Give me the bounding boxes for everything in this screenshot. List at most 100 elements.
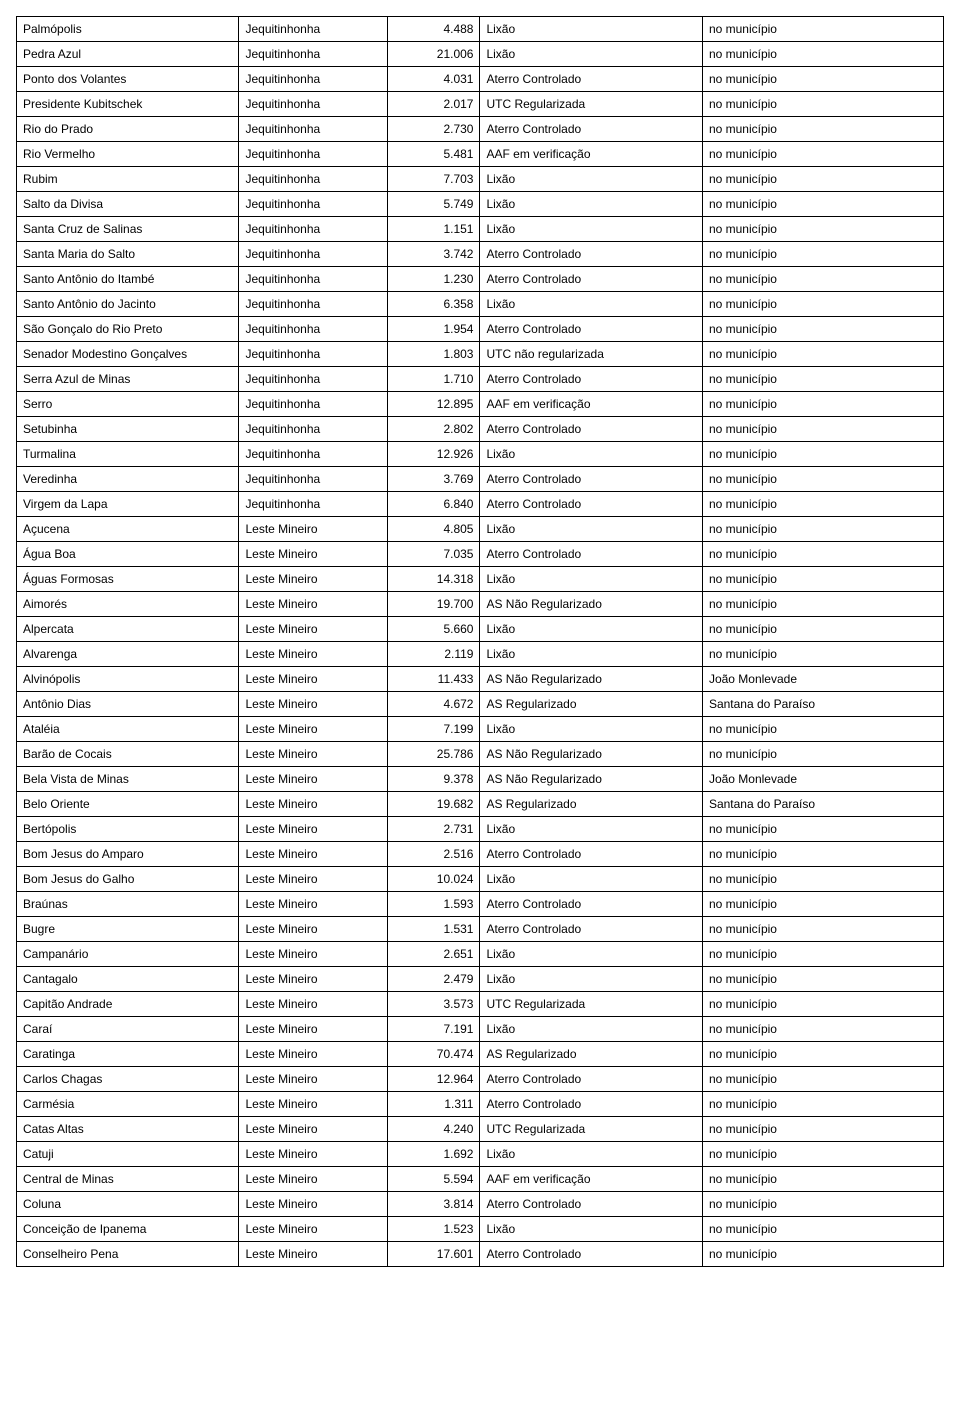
table-cell: Lixão	[480, 17, 702, 42]
table-cell: AS Não Regularizado	[480, 592, 702, 617]
table-cell: Jequitinhonha	[239, 67, 387, 92]
table-cell: no município	[702, 242, 943, 267]
table-cell: 9.378	[387, 767, 480, 792]
table-cell: 7.703	[387, 167, 480, 192]
table-cell: Lixão	[480, 717, 702, 742]
table-cell: Santa Maria do Salto	[17, 242, 239, 267]
table-cell: 19.700	[387, 592, 480, 617]
table-cell: 2.017	[387, 92, 480, 117]
table-cell: Aterro Controlado	[480, 242, 702, 267]
table-cell: Leste Mineiro	[239, 692, 387, 717]
table-row: Barão de CocaisLeste Mineiro25.786AS Não…	[17, 742, 944, 767]
table-cell: 5.594	[387, 1167, 480, 1192]
table-cell: no município	[702, 617, 943, 642]
table-cell: Bela Vista de Minas	[17, 767, 239, 792]
table-cell: 1.593	[387, 892, 480, 917]
table-cell: Aimorés	[17, 592, 239, 617]
table-cell: Palmópolis	[17, 17, 239, 42]
table-cell: Lixão	[480, 1017, 702, 1042]
table-cell: Carmésia	[17, 1092, 239, 1117]
table-cell: AS Regularizado	[480, 1042, 702, 1067]
table-cell: Bom Jesus do Galho	[17, 867, 239, 892]
table-row: Bom Jesus do GalhoLeste Mineiro10.024Lix…	[17, 867, 944, 892]
table-cell: UTC Regularizada	[480, 1117, 702, 1142]
table-cell: 5.749	[387, 192, 480, 217]
table-cell: Catas Altas	[17, 1117, 239, 1142]
table-cell: Turmalina	[17, 442, 239, 467]
table-cell: no município	[702, 1117, 943, 1142]
table-cell: Lixão	[480, 942, 702, 967]
table-cell: Coluna	[17, 1192, 239, 1217]
table-cell: Virgem da Lapa	[17, 492, 239, 517]
table-cell: Jequitinhonha	[239, 17, 387, 42]
table-cell: Leste Mineiro	[239, 1142, 387, 1167]
table-cell: Jequitinhonha	[239, 492, 387, 517]
table-cell: Serra Azul de Minas	[17, 367, 239, 392]
table-row: Catas AltasLeste Mineiro4.240UTC Regular…	[17, 1117, 944, 1142]
table-cell: Conceição de Ipanema	[17, 1217, 239, 1242]
table-cell: Conselheiro Pena	[17, 1242, 239, 1267]
table-cell: Aterro Controlado	[480, 67, 702, 92]
table-cell: Salto da Divisa	[17, 192, 239, 217]
table-cell: Veredinha	[17, 467, 239, 492]
table-cell: Lixão	[480, 967, 702, 992]
table-cell: 14.318	[387, 567, 480, 592]
table-cell: 3.742	[387, 242, 480, 267]
table-cell: Caraí	[17, 1017, 239, 1042]
table-cell: Bom Jesus do Amparo	[17, 842, 239, 867]
table-cell: AS Não Regularizado	[480, 667, 702, 692]
table-cell: 12.964	[387, 1067, 480, 1092]
table-row: CaratingaLeste Mineiro70.474AS Regulariz…	[17, 1042, 944, 1067]
table-cell: Alvinópolis	[17, 667, 239, 692]
table-cell: Jequitinhonha	[239, 167, 387, 192]
table-row: Águas FormosasLeste Mineiro14.318Lixãono…	[17, 567, 944, 592]
table-cell: João Monlevade	[702, 667, 943, 692]
table-cell: Aterro Controlado	[480, 117, 702, 142]
table-cell: no município	[702, 717, 943, 742]
table-cell: Rio Vermelho	[17, 142, 239, 167]
table-row: Santa Maria do SaltoJequitinhonha3.742At…	[17, 242, 944, 267]
table-cell: Lixão	[480, 217, 702, 242]
table-row: AimorésLeste Mineiro19.700AS Não Regular…	[17, 592, 944, 617]
table-cell: 12.926	[387, 442, 480, 467]
table-cell: Campanário	[17, 942, 239, 967]
table-cell: no município	[702, 17, 943, 42]
table-cell: 1.531	[387, 917, 480, 942]
table-cell: no município	[702, 367, 943, 392]
table-row: CampanárioLeste Mineiro2.651Lixãono muni…	[17, 942, 944, 967]
table-cell: Senador Modestino Gonçalves	[17, 342, 239, 367]
table-row: Virgem da LapaJequitinhonha6.840Aterro C…	[17, 492, 944, 517]
table-cell: no município	[702, 892, 943, 917]
table-cell: Lixão	[480, 642, 702, 667]
table-cell: UTC Regularizada	[480, 992, 702, 1017]
table-cell: Leste Mineiro	[239, 542, 387, 567]
table-row: CaraíLeste Mineiro7.191Lixãono município	[17, 1017, 944, 1042]
table-cell: AS Regularizado	[480, 792, 702, 817]
table-cell: 2.731	[387, 817, 480, 842]
table-row: Presidente KubitschekJequitinhonha2.017U…	[17, 92, 944, 117]
table-cell: 25.786	[387, 742, 480, 767]
table-cell: no município	[702, 1042, 943, 1067]
table-cell: no município	[702, 167, 943, 192]
table-cell: 1.523	[387, 1217, 480, 1242]
table-cell: Leste Mineiro	[239, 1067, 387, 1092]
table-row: VeredinhaJequitinhonha3.769Aterro Contro…	[17, 467, 944, 492]
table-cell: no município	[702, 442, 943, 467]
table-cell: 2.802	[387, 417, 480, 442]
table-cell: no município	[702, 292, 943, 317]
table-row: Serra Azul de MinasJequitinhonha1.710Ate…	[17, 367, 944, 392]
table-cell: Aterro Controlado	[480, 842, 702, 867]
table-cell: AS Regularizado	[480, 692, 702, 717]
table-cell: Jequitinhonha	[239, 92, 387, 117]
table-row: Santo Antônio do JacintoJequitinhonha6.3…	[17, 292, 944, 317]
table-cell: Rio do Prado	[17, 117, 239, 142]
table-cell: Leste Mineiro	[239, 892, 387, 917]
table-cell: Bugre	[17, 917, 239, 942]
table-cell: Carlos Chagas	[17, 1067, 239, 1092]
table-cell: Jequitinhonha	[239, 192, 387, 217]
table-cell: Lixão	[480, 192, 702, 217]
table-row: Bela Vista de MinasLeste Mineiro9.378AS …	[17, 767, 944, 792]
table-cell: no município	[702, 1167, 943, 1192]
table-cell: no município	[702, 492, 943, 517]
table-cell: Rubim	[17, 167, 239, 192]
